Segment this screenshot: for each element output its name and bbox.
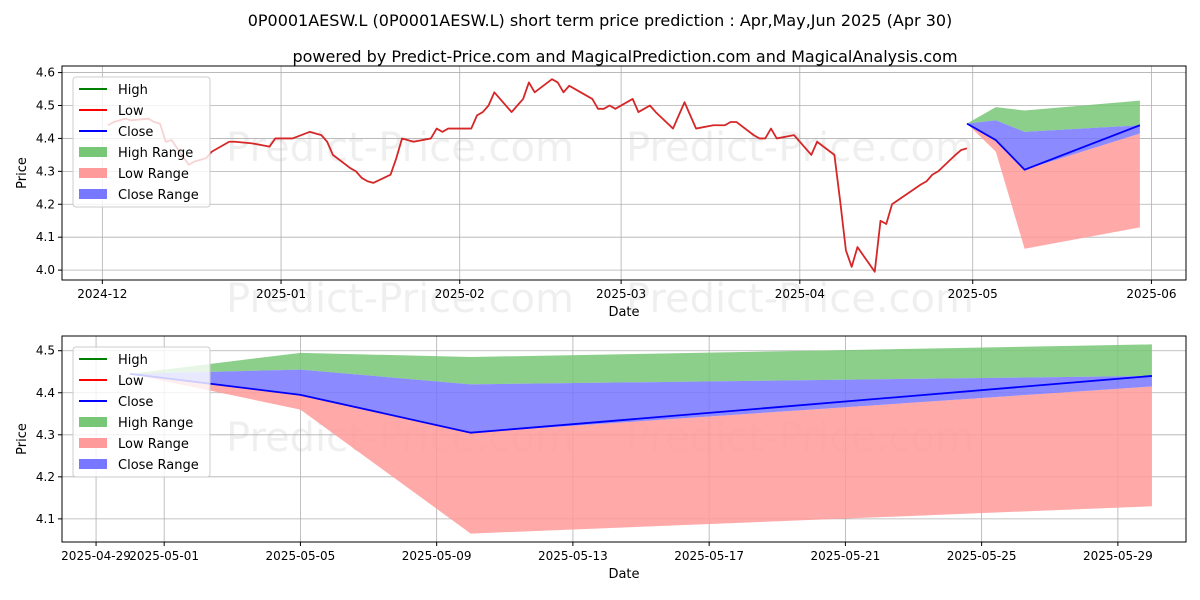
legend-label: Low Range xyxy=(118,167,189,182)
x-tick-label: 2025-05-17 xyxy=(674,549,744,563)
x-tick-label: 2025-05-29 xyxy=(1083,549,1153,563)
x-tick-label: 2025-05 xyxy=(948,287,998,301)
close-range-band xyxy=(130,369,1152,433)
legend-label: Low Range xyxy=(118,437,189,452)
legend-high-range-swatch xyxy=(79,147,107,157)
chart-title: 0P0001AESW.L (0P0001AESW.L) short term p… xyxy=(248,11,953,30)
x-tick-label: 2025-01 xyxy=(256,287,306,301)
low-range-band xyxy=(130,373,1152,534)
x-tick-label: 2025-03 xyxy=(596,287,646,301)
y-tick-label: 4.2 xyxy=(36,197,55,211)
y-tick-label: 4.3 xyxy=(36,428,55,442)
high-range-band xyxy=(966,100,1140,132)
legend-low-range-swatch xyxy=(79,168,107,178)
close-forecast-line xyxy=(966,122,1141,171)
plot-frame xyxy=(61,335,1187,543)
x-tick-label: 2025-05-05 xyxy=(266,549,336,563)
x-tick-label: 2025-05-09 xyxy=(402,549,472,563)
legend-label: High Range xyxy=(118,146,193,161)
y-axis-label: Price xyxy=(15,423,30,455)
legend-label: High xyxy=(118,83,148,98)
x-tick-label: 2025-05-21 xyxy=(811,549,881,563)
watermark-text: Predict-Price.com xyxy=(226,276,574,322)
low-range-band xyxy=(966,123,1140,249)
y-tick-label: 4.5 xyxy=(36,344,55,358)
plot-frame xyxy=(61,65,1187,281)
y-tick-label: 4.4 xyxy=(36,131,55,145)
y-tick-label: 4.1 xyxy=(36,230,55,244)
legend-label: Low xyxy=(118,374,144,389)
x-tick-label: 2025-02 xyxy=(435,287,485,301)
legend-close-range-swatch xyxy=(79,189,107,199)
legend-label: Low xyxy=(118,104,144,119)
y-tick-label: 4.3 xyxy=(36,164,55,178)
price-history-panel: Predict-Price.com Predict-Price.comPredic… xyxy=(15,65,1187,322)
x-axis-label: Date xyxy=(608,567,639,582)
y-tick-label: 4.0 xyxy=(36,263,55,277)
x-tick-label: 2025-05-25 xyxy=(947,549,1017,563)
close-range-band xyxy=(966,120,1140,170)
legend-label: Close Range xyxy=(118,188,199,203)
x-axis-label: Date xyxy=(608,305,639,320)
legend-label: Close Range xyxy=(118,458,199,473)
legend-box xyxy=(72,346,211,478)
x-tick-label: 2025-04 xyxy=(775,287,825,301)
legend-box xyxy=(72,76,211,208)
x-tick-label: 2025-05-13 xyxy=(538,549,608,563)
price-history-line xyxy=(107,78,968,273)
forecast-zoom-panel: Predict-Price.comPredict-Price.com2025-0… xyxy=(15,335,1187,582)
legend-label: High Range xyxy=(118,416,193,431)
legend-label: Close xyxy=(118,395,153,410)
legend-low-range-swatch xyxy=(79,438,107,448)
legend-close-range-swatch xyxy=(79,459,107,469)
y-axis-label: Price xyxy=(15,157,30,189)
y-tick-label: 4.4 xyxy=(36,386,55,400)
chart-subtitle: powered by Predict-Price.com and Magical… xyxy=(292,47,957,66)
x-tick-label: 2024-12 xyxy=(77,287,127,301)
x-tick-label: 2025-06 xyxy=(1126,287,1176,301)
legend-high-range-swatch xyxy=(79,417,107,427)
x-tick-label: 2025-04-29 xyxy=(61,549,131,563)
x-tick-label: 2025-05-01 xyxy=(129,549,199,563)
y-tick-label: 4.6 xyxy=(36,66,55,80)
y-tick-label: 4.1 xyxy=(36,512,55,526)
y-tick-label: 4.5 xyxy=(36,99,55,113)
legend-label: High xyxy=(118,353,148,368)
high-range-band xyxy=(130,344,1152,385)
y-tick-label: 4.2 xyxy=(36,470,55,484)
legend-label: Close xyxy=(118,125,153,140)
close-forecast-line xyxy=(130,372,1153,434)
